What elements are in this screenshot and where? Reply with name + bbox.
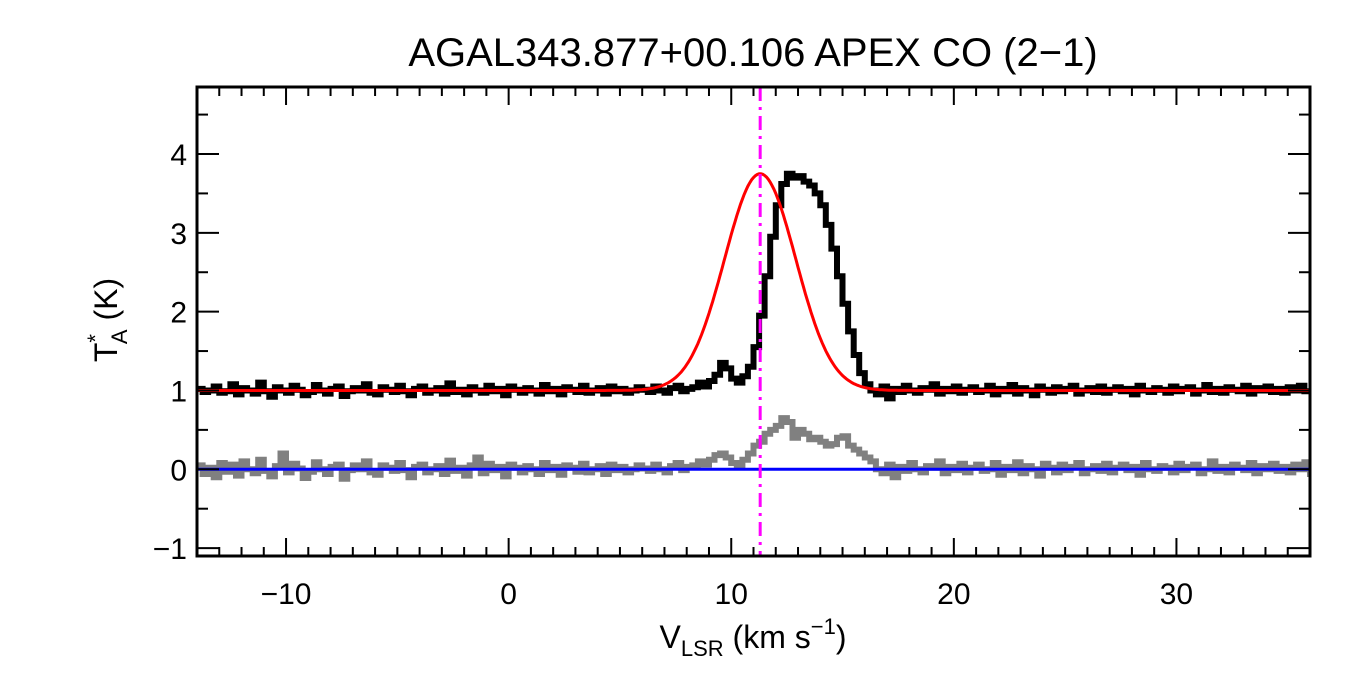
axis-ticks bbox=[196, 87, 1311, 556]
y-axis-label-main: T bbox=[88, 343, 124, 363]
x-axis-label-rest: (km s bbox=[724, 619, 811, 655]
y-tick-label: 1 bbox=[170, 375, 187, 408]
x-tick-label: 20 bbox=[937, 578, 970, 611]
x-tick-label: −10 bbox=[261, 578, 312, 611]
x-axis-label: VLSR (km s−1) bbox=[660, 614, 847, 661]
y-axis-label: T*A (K) bbox=[83, 278, 132, 362]
x-tick-label: 30 bbox=[1160, 578, 1193, 611]
y-axis-label-sup: * bbox=[83, 334, 108, 343]
plot-area bbox=[197, 87, 1310, 556]
plot-frame bbox=[195, 85, 1312, 558]
y-axis-label-rest: (K) bbox=[88, 278, 124, 330]
y-tick-label: −1 bbox=[153, 533, 187, 566]
x-tick-label: 10 bbox=[715, 578, 748, 611]
y-tick-label: 0 bbox=[170, 454, 187, 487]
x-axis-label-sup: −1 bbox=[811, 614, 836, 639]
spectrum-series bbox=[197, 170, 1310, 402]
x-tick-label: 0 bbox=[500, 578, 517, 611]
y-tick-label: 4 bbox=[170, 139, 187, 172]
chart-title: AGAL343.877+00.106 APEX CO (2−1) bbox=[408, 31, 1097, 75]
x-axis-label-main: V bbox=[660, 619, 682, 655]
y-tick-label: 3 bbox=[170, 218, 187, 251]
x-axis-label-end: ) bbox=[836, 619, 847, 655]
gaussian-fit-curve bbox=[197, 172, 1310, 392]
x-axis-label-sub: LSR bbox=[681, 636, 724, 661]
y-axis-label-sub: A bbox=[107, 329, 132, 344]
y-tick-label: 2 bbox=[170, 297, 187, 330]
